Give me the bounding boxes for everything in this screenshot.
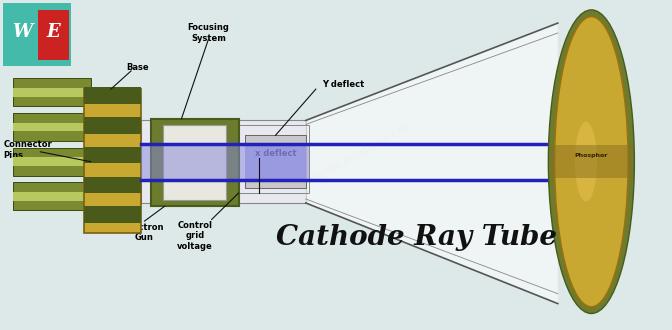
Bar <box>13 88 91 97</box>
Text: E: E <box>47 22 60 41</box>
Bar <box>13 157 91 166</box>
Bar <box>239 125 309 193</box>
Bar <box>13 192 91 201</box>
Polygon shape <box>245 144 306 180</box>
Text: W: W <box>12 22 32 41</box>
Text: Y deflect: Y deflect <box>322 80 364 89</box>
Polygon shape <box>141 144 309 180</box>
Ellipse shape <box>548 10 634 313</box>
Text: Connector
Pins: Connector Pins <box>3 141 52 160</box>
Bar <box>151 119 239 206</box>
Bar <box>84 117 141 134</box>
Bar <box>13 123 91 131</box>
Polygon shape <box>306 23 558 304</box>
Bar <box>13 79 91 106</box>
Bar <box>84 89 141 233</box>
Text: Control
grid
voltage: Control grid voltage <box>177 221 213 251</box>
Text: Focusing
System: Focusing System <box>187 23 229 43</box>
Bar <box>141 120 306 203</box>
Bar <box>84 147 141 163</box>
Bar <box>13 148 91 176</box>
Bar <box>245 180 306 188</box>
Bar <box>84 87 141 104</box>
Bar <box>13 113 91 141</box>
Bar <box>245 135 306 144</box>
Bar <box>84 177 141 193</box>
Bar <box>13 182 91 211</box>
Text: Cathode Ray Tube: Cathode Ray Tube <box>276 224 557 251</box>
Ellipse shape <box>575 122 597 202</box>
Text: Phosphor: Phosphor <box>575 152 608 158</box>
Bar <box>551 145 632 178</box>
Text: Base: Base <box>126 63 149 72</box>
Ellipse shape <box>554 16 628 307</box>
Bar <box>38 10 69 60</box>
Text: encyclopidia.aroadtome.com: encyclopidia.aroadtome.com <box>285 121 414 196</box>
Bar <box>84 206 141 223</box>
Text: x deflect: x deflect <box>255 149 296 158</box>
Text: Electron
Gun: Electron Gun <box>125 223 164 242</box>
Bar <box>163 125 226 200</box>
